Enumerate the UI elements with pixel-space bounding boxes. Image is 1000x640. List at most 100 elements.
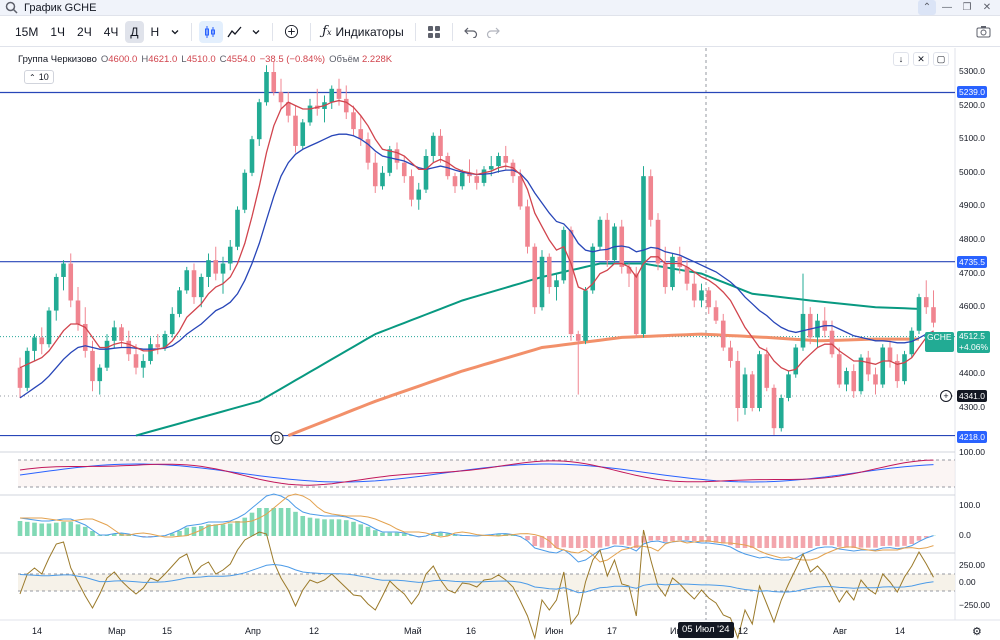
level-label-mid: 4735.5 (957, 256, 987, 268)
candle-body (713, 307, 719, 321)
toolbar-divider (414, 22, 416, 41)
time-tick: 14 (32, 626, 43, 636)
minimize-icon[interactable]: — (942, 2, 952, 13)
osc2-bar (365, 526, 371, 536)
chart-settings-icon[interactable]: ⚙ (972, 626, 982, 638)
layouts-button[interactable] (423, 21, 445, 43)
candle-body (648, 176, 654, 220)
candle-body (271, 72, 277, 93)
osc2-bar (184, 527, 190, 536)
candle-body (561, 229, 567, 281)
osc2-bar (829, 536, 835, 546)
candle-body (235, 209, 240, 247)
candle-body (140, 360, 146, 368)
osc2-bar (380, 532, 385, 536)
candles-style-button[interactable] (199, 20, 224, 43)
candle-body (68, 263, 74, 301)
candle-body (285, 102, 291, 116)
symbol-name[interactable]: Группа Черкизово (18, 54, 97, 65)
chart-style-dropdown-button[interactable] (247, 21, 265, 43)
osc2-bar (880, 536, 886, 546)
candle-body (39, 337, 45, 345)
osc2-bar (24, 521, 30, 536)
price-tick: 4900.0 (959, 200, 985, 211)
candle-body (206, 260, 211, 277)
candle-body (409, 176, 414, 200)
timeframe-2[interactable]: 2Ч (77, 24, 92, 39)
osc2-bar (39, 523, 45, 536)
osc2-tick: 100.0 (959, 500, 981, 510)
search-icon[interactable] (4, 0, 20, 16)
last-price-label: 4512.5 +4.06% (957, 331, 991, 353)
osc2-bar (235, 521, 240, 536)
indicators-button[interactable]: ƒx Индикаторы (318, 21, 408, 43)
osc2-bar (372, 530, 378, 536)
osc2-bar (786, 536, 791, 548)
legend-open: О4600.0 (100, 54, 138, 65)
timeframe-3[interactable]: 4Ч (103, 24, 119, 39)
timeframe-0[interactable]: 15М (15, 24, 39, 39)
candle-body (278, 92, 284, 103)
redo-button[interactable] (482, 21, 504, 43)
osc2-bar (844, 536, 849, 548)
osc2-bar (909, 536, 915, 544)
restore-icon[interactable]: ❐ (962, 2, 972, 13)
indicator-legend-toggle[interactable]: ⌃ 10 (24, 70, 54, 84)
chart-canvas[interactable]: D (0, 48, 1000, 640)
maximize-icon[interactable]: ▢ (933, 52, 949, 66)
ticker-text: GCHE (927, 332, 952, 342)
osc2-bar (90, 531, 95, 536)
timeframe-1[interactable]: 1Ч (50, 24, 66, 39)
add-alert-icon[interactable]: + (940, 390, 952, 402)
timeframe-5[interactable]: Н (150, 24, 160, 39)
osc2-bar (691, 536, 697, 541)
candle-body (394, 149, 400, 163)
candle-body (213, 260, 219, 274)
candle-body (807, 313, 813, 338)
osc2-bar (902, 536, 907, 546)
candle-body (387, 149, 393, 173)
window-title: График GCHE (24, 1, 97, 14)
osc2-bar (583, 536, 588, 548)
osc2-bar (612, 536, 617, 545)
line-chart-button[interactable] (223, 21, 247, 43)
candle-body (931, 307, 936, 323)
osc2-bar (271, 508, 277, 536)
compare-button[interactable] (280, 21, 303, 43)
window-controls: ⌃ — ❐ ✕ (918, 0, 996, 16)
osc2-bar (206, 524, 211, 536)
candle-body (300, 122, 306, 146)
arrow-down-icon[interactable]: ↓ (893, 52, 909, 66)
screenshot-button[interactable] (972, 21, 995, 43)
undo-button[interactable] (460, 21, 482, 43)
osc3-tick: 250.00 (959, 560, 985, 570)
osc2-bar (140, 536, 146, 537)
timeframe-4[interactable]: Д (125, 20, 144, 43)
osc2-bar (409, 535, 414, 536)
osc2-bar (822, 536, 828, 546)
price-tick: 4400.0 (959, 368, 985, 379)
candle-body (735, 360, 741, 408)
grid-icon (427, 25, 440, 38)
ma-period: 10 (38, 72, 49, 82)
close-icon[interactable]: ✕ (982, 2, 992, 13)
crosshair-time: 05 Июл '24 (682, 624, 730, 635)
candle-body (249, 139, 255, 173)
candle-body (655, 219, 661, 264)
timeframe-dropdown-button[interactable] (166, 21, 184, 43)
osc2-bar (836, 536, 842, 547)
chevron-up-icon: ⌃ (29, 72, 36, 82)
osc2-bar (220, 524, 226, 536)
osc2-macd-line (19, 493, 934, 563)
osc2-bar (684, 536, 690, 541)
candle-body (749, 374, 755, 408)
time-tick: 15 (162, 626, 173, 636)
osc2-bar (568, 536, 574, 548)
collapse-arrows-icon[interactable]: ✕ (913, 52, 929, 66)
osc2-bar (394, 532, 400, 536)
osc2-bar (662, 536, 668, 542)
candle-body (177, 290, 182, 314)
time-tick: Апр (245, 626, 261, 636)
collapse-icon[interactable]: ⌃ (918, 0, 936, 15)
chart-container[interactable]: D (0, 48, 1000, 640)
